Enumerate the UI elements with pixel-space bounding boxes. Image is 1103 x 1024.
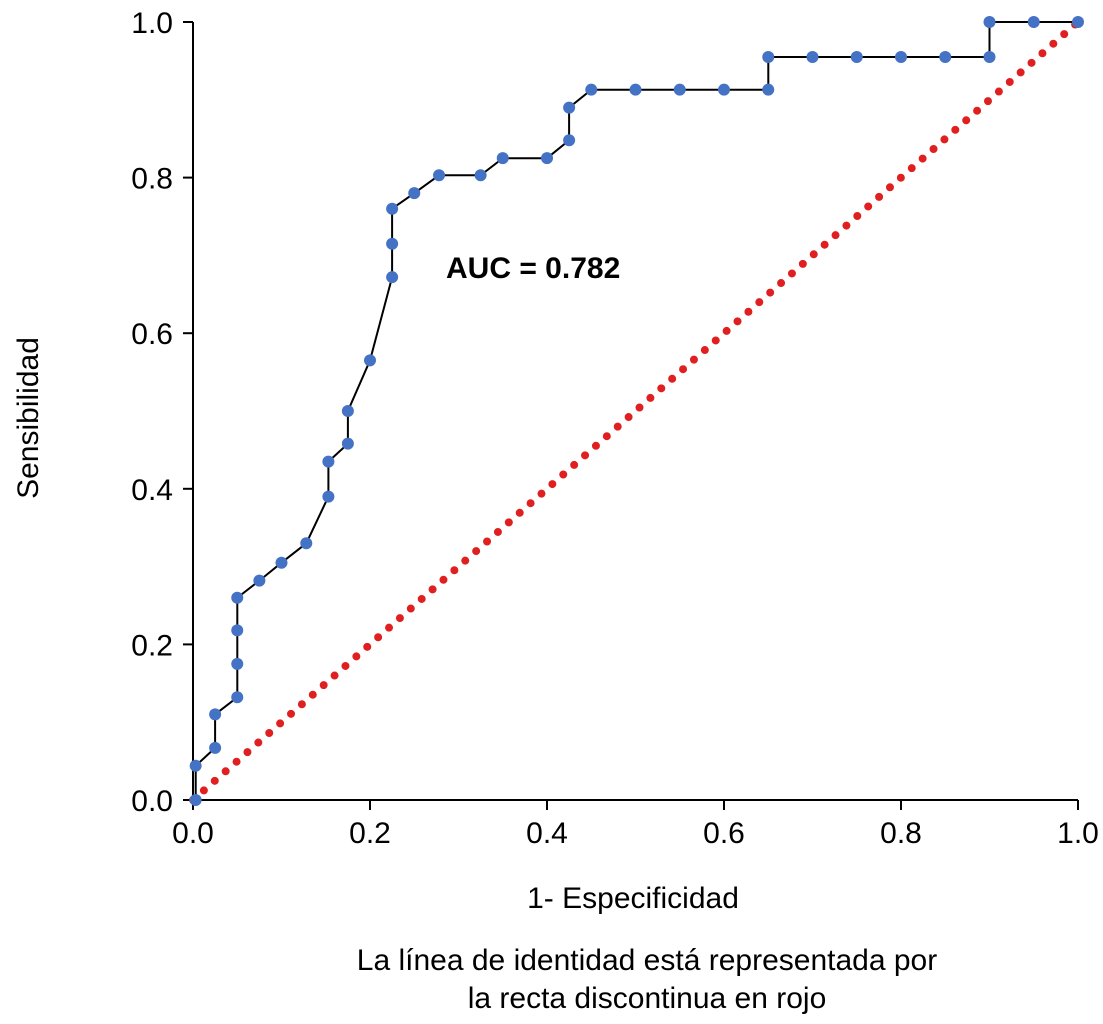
roc-point bbox=[341, 405, 354, 417]
x-tick-label: 0.2 bbox=[349, 817, 391, 850]
roc-point bbox=[433, 169, 446, 182]
x-ticks: 0.0 0.2 0.4 0.6 0.8 1.0 bbox=[172, 800, 1099, 850]
y-ticks: 0.0 0.2 0.4 0.6 0.8 1.0 bbox=[131, 7, 193, 818]
auc-annotation: AUC = 0.782 bbox=[446, 252, 620, 285]
roc-point bbox=[189, 759, 202, 772]
roc-point bbox=[300, 537, 313, 550]
roc-point bbox=[322, 455, 335, 468]
roc-point bbox=[629, 83, 642, 96]
roc-point bbox=[231, 591, 244, 604]
roc-point bbox=[341, 437, 354, 450]
roc-point bbox=[386, 237, 399, 250]
caption-line-1: La línea de identidad está representada … bbox=[357, 944, 937, 977]
roc-point bbox=[718, 83, 730, 96]
roc-point bbox=[209, 708, 222, 721]
roc-point bbox=[209, 741, 222, 754]
roc-point bbox=[231, 657, 244, 670]
roc-point bbox=[585, 83, 598, 96]
roc-point bbox=[386, 202, 399, 215]
roc-point bbox=[474, 169, 487, 182]
axes: 0.0 0.2 0.4 0.6 0.8 1.0 0.0 0.2 0.4 0.6 0.8 1.0 bbox=[131, 7, 1099, 850]
roc-point bbox=[322, 490, 335, 503]
roc-point bbox=[231, 691, 244, 704]
roc-point bbox=[1027, 16, 1040, 28]
identity-line bbox=[189, 18, 1082, 804]
roc-curve bbox=[194, 21, 1078, 800]
x-tick-label: 0.4 bbox=[526, 817, 568, 850]
x-tick-label: 0.6 bbox=[703, 817, 745, 850]
roc-point bbox=[762, 83, 775, 96]
identity-dotted-line bbox=[189, 18, 1082, 804]
roc-point bbox=[850, 51, 863, 64]
roc-point bbox=[983, 51, 996, 64]
x-tick-label: 0.0 bbox=[172, 817, 214, 850]
roc-point bbox=[563, 101, 576, 114]
roc-point bbox=[364, 354, 376, 367]
roc-point bbox=[541, 152, 553, 165]
roc-point bbox=[408, 187, 421, 200]
roc-point bbox=[563, 134, 576, 147]
roc-point bbox=[673, 83, 686, 96]
roc-point bbox=[275, 556, 288, 569]
x-tick-label: 0.8 bbox=[880, 817, 922, 850]
roc-points bbox=[189, 16, 1084, 806]
roc-point bbox=[983, 16, 996, 28]
y-tick-label: 0.2 bbox=[131, 629, 173, 662]
caption-line-2: la recta discontinua en rojo bbox=[468, 982, 827, 1015]
roc-point bbox=[386, 271, 399, 284]
y-axis-title: Sensibilidad bbox=[12, 337, 45, 499]
y-tick-label: 0.4 bbox=[131, 474, 173, 507]
roc-point bbox=[762, 51, 775, 64]
roc-point bbox=[189, 794, 202, 806]
roc-point bbox=[939, 51, 952, 64]
y-tick-label: 0.0 bbox=[131, 785, 173, 818]
roc-line bbox=[194, 21, 1078, 800]
roc-point bbox=[253, 574, 266, 587]
x-axis-title: 1- Especificidad bbox=[527, 882, 739, 915]
roc-point bbox=[496, 152, 509, 165]
roc-point bbox=[806, 51, 819, 64]
roc-point bbox=[231, 624, 244, 637]
x-tick-label: 1.0 bbox=[1057, 817, 1099, 850]
y-tick-label: 0.6 bbox=[131, 318, 173, 351]
y-tick-label: 0.8 bbox=[131, 163, 173, 196]
y-tick-label: 1.0 bbox=[131, 7, 173, 40]
roc-point bbox=[1072, 16, 1084, 28]
roc-point bbox=[895, 51, 907, 64]
